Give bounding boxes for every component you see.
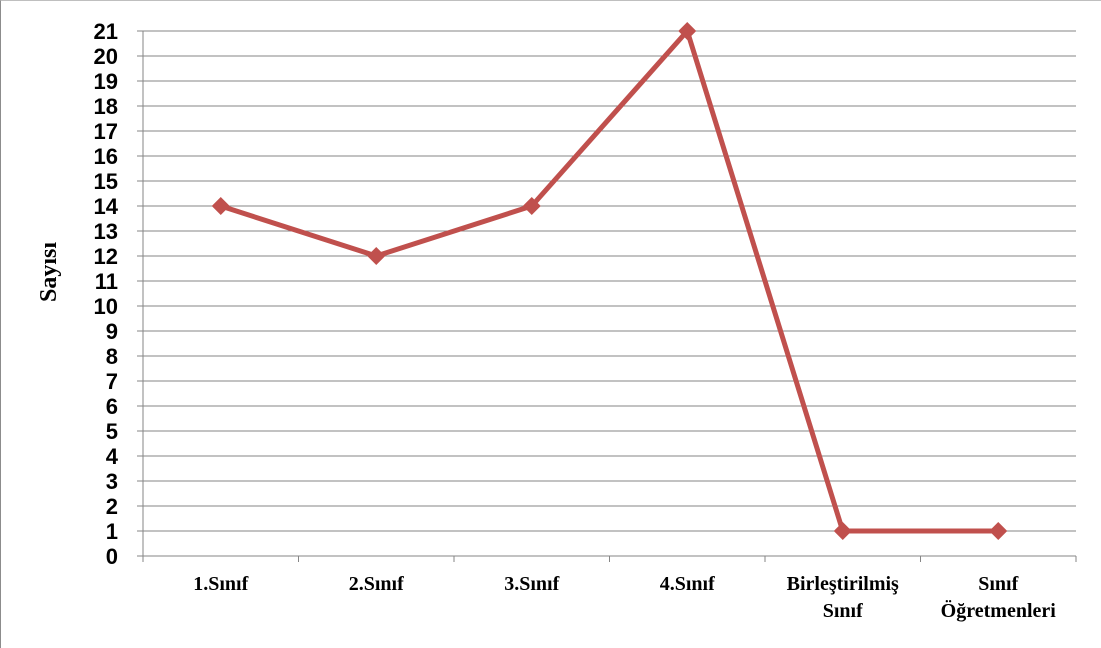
x-tick-label-line: 2.Sınıf <box>349 573 404 595</box>
x-tick-label-line: 4.Sınıf <box>660 573 715 595</box>
y-tick-label: 19 <box>94 69 118 94</box>
data-point-marker <box>833 522 852 540</box>
y-tick-label: 10 <box>94 294 118 319</box>
y-tick-label: 16 <box>94 144 118 169</box>
y-tick-label: 0 <box>106 544 118 569</box>
y-tick-label: 2 <box>106 494 118 519</box>
y-tick-label: 5 <box>106 419 118 444</box>
x-tick-label-line: 1.Sınıf <box>193 573 248 595</box>
y-axis-title: Sayısı <box>36 242 62 302</box>
x-tick-label-line: 3.Sınıf <box>504 573 559 595</box>
y-tick-label: 3 <box>106 469 118 494</box>
data-point-marker <box>522 197 541 215</box>
x-tick-label-line: Sınıf <box>823 600 863 622</box>
x-tick-label: 3.Sınıf <box>504 573 559 595</box>
y-tick-label: 12 <box>94 244 118 269</box>
y-tick-label: 20 <box>94 44 118 69</box>
x-tick-label: Sınıf Öğretmenleri <box>941 573 1057 622</box>
y-tick-label: 7 <box>106 369 118 394</box>
y-tick-label: 8 <box>106 344 118 369</box>
data-point-marker <box>367 247 386 265</box>
series-line <box>219 28 999 534</box>
x-tick-label-line: Öğretmenleri <box>941 599 1057 622</box>
series-group <box>211 22 1008 540</box>
y-tick-label: 18 <box>94 94 118 119</box>
data-point-marker <box>678 22 697 40</box>
y-tick-label: 11 <box>95 269 118 294</box>
x-tick-label-line: Sınıf <box>978 573 1018 595</box>
x-tick-label-line: Birleştirilmiş <box>787 573 899 595</box>
x-tick-labels: 1.Sınıf 2.Sınıf 3.Sınıf 4.Sınıf Birleştirilm… <box>193 573 1056 622</box>
y-tick-label: 15 <box>94 169 118 194</box>
axes <box>137 30 1077 562</box>
y-tick-label: 9 <box>106 319 118 344</box>
data-point-marker <box>989 522 1008 540</box>
y-tick-label: 14 <box>94 194 119 219</box>
y-tick-label: 4 <box>106 444 119 469</box>
x-tick-label: 1.Sınıf <box>193 573 248 595</box>
gridlines <box>143 30 1076 532</box>
y-tick-label: 13 <box>94 219 118 244</box>
y-tick-label: 21 <box>94 19 118 44</box>
y-tick-label: 6 <box>106 394 118 419</box>
x-tick-label: Birleştirilmiş Sınıf <box>787 573 899 622</box>
y-tick-label: 17 <box>94 119 118 144</box>
x-tick-label: 4.Sınıf <box>660 573 715 595</box>
data-point-marker <box>211 197 230 215</box>
x-tick-label: 2.Sınıf <box>349 573 404 595</box>
y-tick-label: 1 <box>106 519 118 544</box>
